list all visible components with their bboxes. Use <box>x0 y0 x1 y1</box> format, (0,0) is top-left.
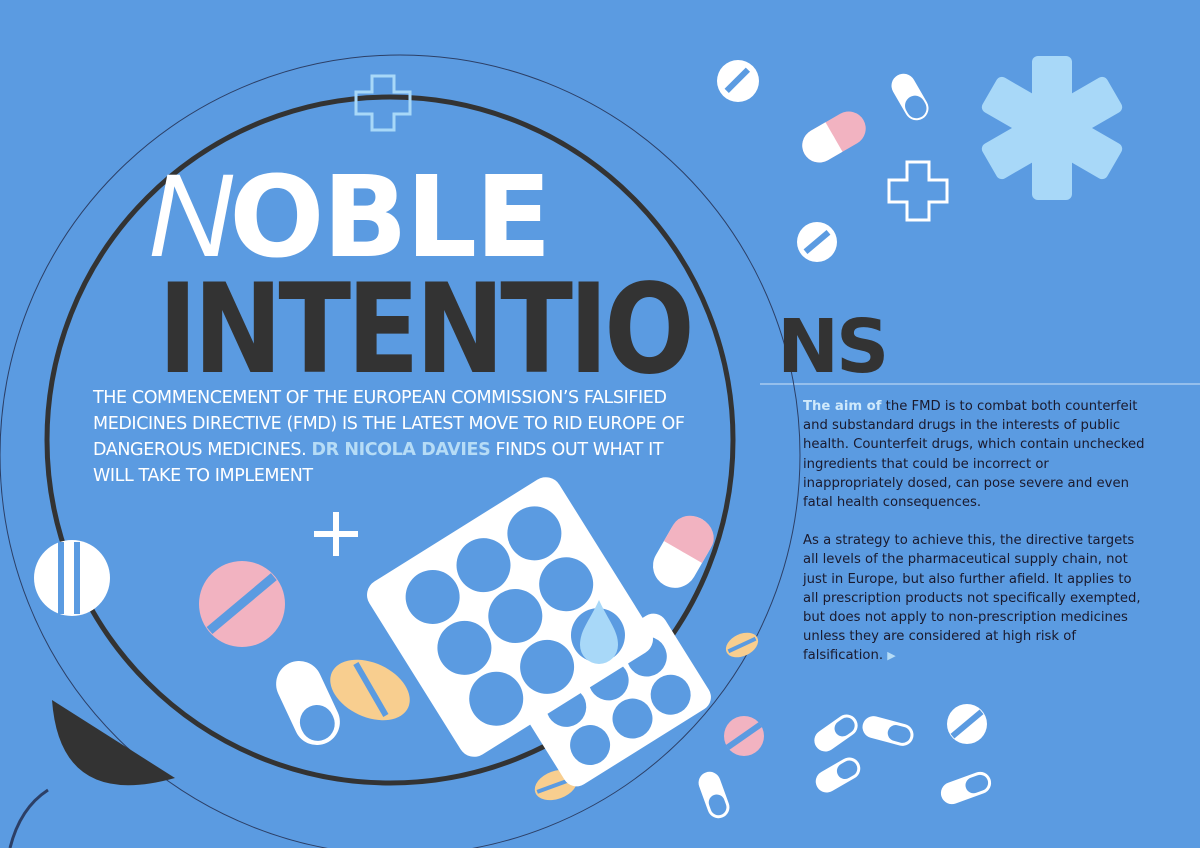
standfirst: The commencement of the European Commiss… <box>93 385 693 489</box>
capsule-icon <box>862 716 914 746</box>
capsule-icon <box>802 111 866 163</box>
headline-initial: N <box>148 150 233 282</box>
standfirst-text: The commencement of the European Commiss… <box>93 388 685 460</box>
capsule-icon <box>891 73 929 121</box>
tablet-icon <box>797 222 837 262</box>
standfirst-tail: finds out what it will take to implement <box>93 440 664 486</box>
magnifier-outer-arc <box>0 54 801 848</box>
headline-line-2-small: NS <box>777 304 889 390</box>
right-triangle-icon: ▶ <box>887 649 896 663</box>
magnifier-handle-base <box>52 700 175 786</box>
yellow-oval-tablet-icon <box>725 632 759 658</box>
headline-line-1: NOBLE <box>148 148 552 284</box>
headline-line-1-text: OBLE <box>229 153 551 283</box>
capsule-icon <box>276 660 340 746</box>
star-of-life-icon <box>981 56 1123 200</box>
paragraph-lead-in: The aim of <box>803 399 882 414</box>
paragraph-1: The aim of the FMD is to combat both cou… <box>803 397 1148 512</box>
pink-tablet-icon <box>724 716 764 756</box>
author-name: Dr Nicola Davies <box>311 440 491 460</box>
article-body: The aim of the FMD is to combat both cou… <box>803 397 1148 685</box>
tablet-icon <box>717 60 759 102</box>
plus-icon <box>314 512 358 556</box>
droplet-icon <box>580 600 618 664</box>
pink-tablet-icon <box>199 561 285 647</box>
cross-outline-icon <box>354 74 412 132</box>
capsule-icon <box>815 757 861 793</box>
paragraph-1-text: the FMD is to combat both counterfeit an… <box>803 399 1145 511</box>
yellow-oval-tablet-icon <box>330 659 410 721</box>
magnifier-handle <box>8 788 49 848</box>
headline-line-2: INTENTIO NS <box>158 258 889 402</box>
tablet-icon <box>947 704 987 744</box>
capsule-icon <box>940 771 992 805</box>
headline-line-2-big: INTENTIO <box>158 258 695 402</box>
blister-pack-icon <box>519 613 711 787</box>
paragraph-2: As a strategy to achieve this, the direc… <box>803 531 1148 665</box>
tablet-icon <box>34 540 110 616</box>
capsule-icon <box>814 714 858 752</box>
magnifier-lens-ring <box>44 94 736 786</box>
capsule-icon <box>653 515 714 588</box>
paragraph-2-text: As a strategy to achieve this, the direc… <box>803 533 1141 664</box>
blister-pack-icon <box>367 477 653 757</box>
capsule-icon <box>698 771 730 819</box>
cross-outline-icon <box>887 160 949 222</box>
